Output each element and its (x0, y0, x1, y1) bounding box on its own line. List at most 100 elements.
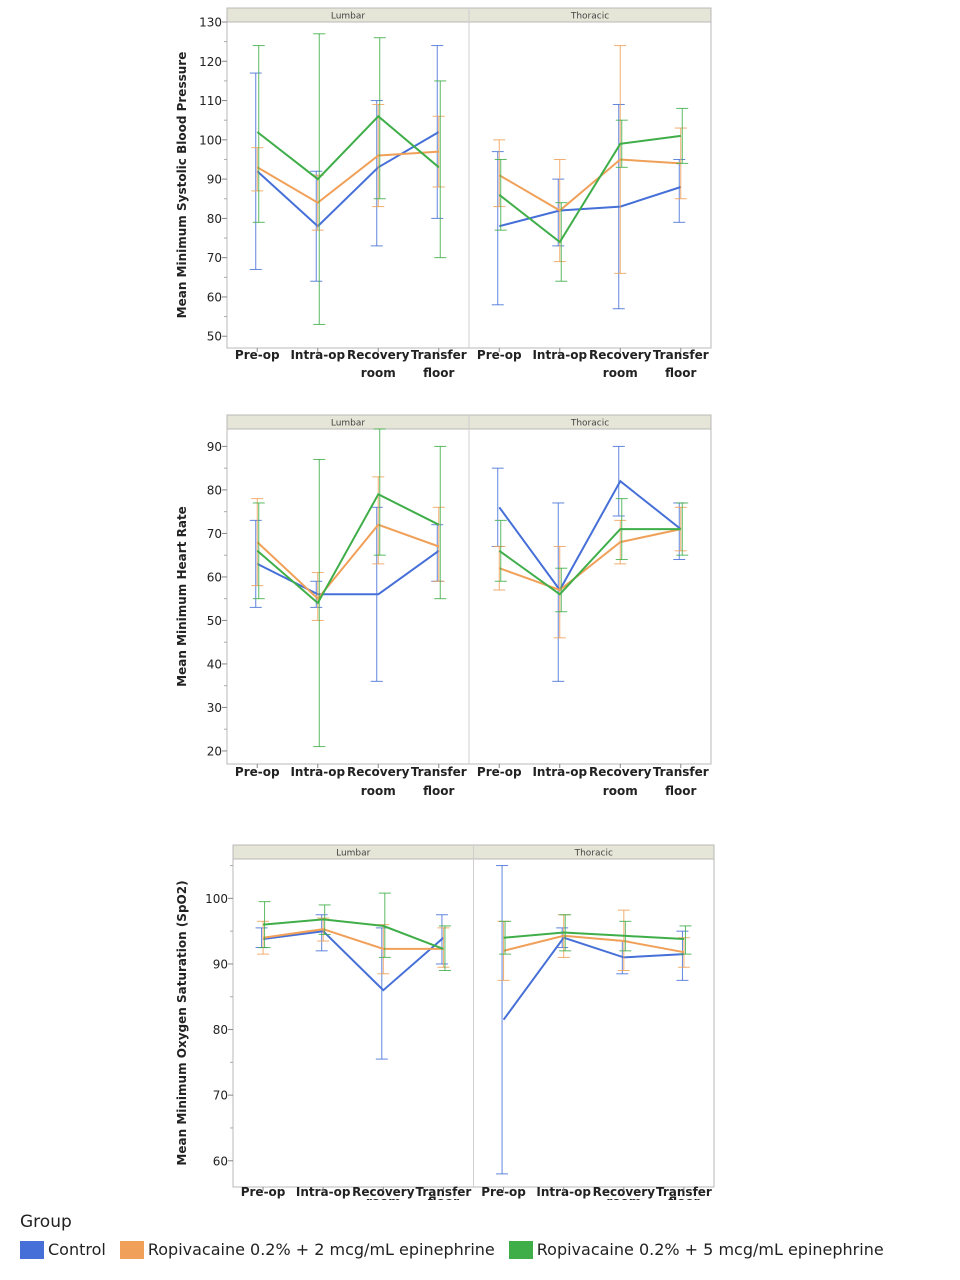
legend-item-ropi2: Ropivacaine 0.2% + 2 mcg/mL epinephrine (119, 1240, 495, 1259)
y-tick-label: 70 (207, 251, 222, 265)
category-label: room (361, 366, 396, 380)
legend-label-ropi2: Ropivacaine 0.2% + 2 mcg/mL epinephrine (147, 1240, 495, 1259)
series-line-ropi2-lumbar (256, 150, 439, 204)
series-line-ropi5-thoracic (498, 528, 681, 596)
category-label: Transfer (653, 348, 709, 362)
y-tick-label: 80 (207, 212, 222, 226)
y-tick-label: 100 (199, 133, 222, 147)
category-label: Transfer (656, 1185, 712, 1199)
category-label: room (366, 1195, 401, 1200)
category-label: floor (665, 366, 696, 380)
series-line-control-thoracic (498, 479, 682, 592)
y-tick-label: 20 (207, 744, 222, 758)
category-label: Recovery (347, 765, 410, 779)
category-label: Recovery (593, 1185, 656, 1199)
legend-item-ropi5: Ropivacaine 0.2% + 5 mcg/mL epinephrine (508, 1240, 884, 1259)
category-label: Pre-op (477, 765, 522, 779)
category-label: Recovery (589, 348, 652, 362)
category-label: Intra-op (290, 348, 345, 362)
category-label: Transfer (416, 1185, 472, 1199)
y-tick-label: 80 (213, 1023, 228, 1037)
legend-swatch-ropi5 (508, 1240, 533, 1259)
category-label: floor (668, 1195, 699, 1200)
y-tick-label: 60 (207, 570, 222, 584)
y-tick-label: 60 (207, 290, 222, 304)
y-axis-label: Mean Minimum Oxygen Saturation (SpO2) (175, 880, 189, 1165)
panel-title-lumbar: Lumbar (331, 12, 366, 22)
category-label: Recovery (589, 765, 652, 779)
series-line-ropi2-thoracic (498, 158, 681, 212)
series-line-ropi5-thoracic (498, 134, 681, 244)
category-label: floor (423, 784, 454, 798)
category-label: room (603, 784, 638, 798)
category-label: Intra-op (532, 348, 587, 362)
category-label: Pre-op (235, 348, 280, 362)
series-line-ropi5-lumbar (256, 114, 440, 181)
panel-title-lumbar: Lumbar (331, 419, 366, 429)
y-axis-label: Mean Minimum Systolic Blood Pressure (175, 52, 189, 319)
series-line-ropi5-lumbar (256, 492, 440, 605)
y-tick-label: 40 (207, 657, 222, 671)
category-label: Pre-op (235, 765, 280, 779)
category-label: Intra-op (536, 1185, 591, 1199)
y-tick-label: 80 (207, 483, 222, 497)
y-tick-label: 50 (207, 614, 222, 628)
category-label: Intra-op (532, 765, 587, 779)
category-label: floor (428, 1195, 459, 1200)
legend: Group Control Ropivacaine 0.2% + 2 mcg/m… (20, 1212, 950, 1259)
series-line-ropi2-lumbar (256, 523, 440, 601)
series-line-control-thoracic (502, 936, 684, 1021)
y-tick-label: 120 (199, 55, 222, 69)
category-label: Pre-op (477, 348, 522, 362)
legend-swatch-ropi2 (119, 1240, 144, 1259)
y-tick-label: 70 (207, 527, 222, 541)
category-label: floor (423, 366, 454, 380)
y-tick-label: 100 (205, 892, 228, 906)
y-tick-label: 70 (213, 1089, 228, 1103)
legend-label-ropi5: Ropivacaine 0.2% + 5 mcg/mL epinephrine (536, 1240, 884, 1259)
category-label: Intra-op (290, 765, 345, 779)
series-line-ropi2-thoracic (498, 528, 682, 592)
panel-title-thoracic: Thoracic (570, 12, 609, 22)
category-label: floor (665, 784, 696, 798)
series-line-ropi2-thoracic (503, 934, 685, 954)
category-label: Recovery (347, 348, 410, 362)
category-label: room (606, 1195, 641, 1200)
y-tick-label: 130 (199, 16, 222, 30)
panel-title-thoracic: Thoracic (574, 849, 613, 859)
category-label: room (603, 366, 638, 380)
category-label: room (361, 784, 396, 798)
y-tick-label: 90 (207, 173, 222, 187)
y-tick-label: 90 (207, 440, 222, 454)
category-label: Pre-op (241, 1185, 286, 1199)
y-axis-label: Mean Minimum Heart Rate (175, 506, 189, 687)
legend-label-control: Control (48, 1240, 106, 1259)
category-label: Transfer (411, 348, 467, 362)
category-label: Recovery (352, 1185, 415, 1199)
series-line-ropi2-lumbar (262, 928, 444, 950)
category-label: Intra-op (296, 1185, 351, 1199)
panel-title-thoracic: Thoracic (570, 419, 609, 429)
y-tick-label: 90 (213, 957, 228, 971)
panel-title-lumbar: Lumbar (336, 849, 371, 859)
series-line-ropi5-lumbar (263, 918, 444, 950)
y-tick-label: 110 (199, 94, 222, 108)
series-line-control-lumbar (262, 930, 445, 992)
series-line-control-lumbar (256, 549, 440, 596)
category-label: Transfer (411, 765, 467, 779)
series-line-ropi5-thoracic (503, 931, 684, 940)
category-label: Pre-op (481, 1185, 526, 1199)
y-tick-label: 50 (207, 330, 222, 344)
y-tick-label: 60 (213, 1154, 228, 1168)
y-tick-label: 30 (207, 701, 222, 715)
series-line-control-lumbar (256, 131, 440, 228)
chart-3: LumbarPre-opIntra-opRecoveryroomTransfer… (175, 844, 715, 1200)
legend-item-control: Control (20, 1240, 106, 1259)
legend-title: Group (20, 1212, 72, 1232)
legend-items: Control Ropivacaine 0.2% + 2 mcg/mL epin… (20, 1240, 950, 1259)
legend-swatch-control (20, 1240, 44, 1259)
category-label: Transfer (653, 765, 709, 779)
